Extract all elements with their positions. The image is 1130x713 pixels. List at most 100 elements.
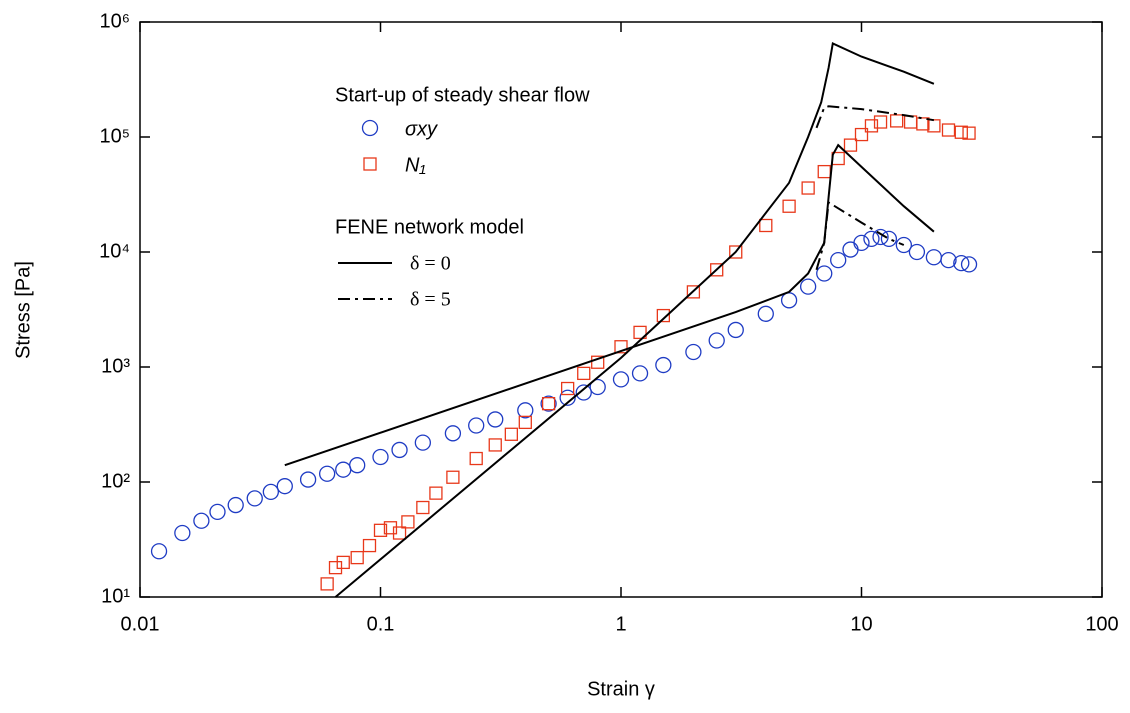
data-point (518, 415, 532, 430)
y-tick-label: 10² (101, 470, 130, 492)
data-point (710, 263, 724, 277)
data-point (817, 164, 831, 179)
data-point (799, 278, 817, 295)
data-point (372, 448, 389, 466)
data-point (685, 343, 702, 361)
x-tick-label: 10 (850, 613, 872, 635)
y-tick-label: 10⁴ (99, 240, 130, 262)
data-point (299, 471, 317, 488)
data-point (559, 389, 576, 406)
data-point (780, 292, 798, 309)
data-point (468, 417, 485, 434)
data-point (488, 438, 502, 452)
data-point (655, 356, 672, 374)
y-tick-label: 10⁵ (99, 125, 130, 147)
y-tick-label: 10³ (101, 355, 130, 377)
data-point (962, 126, 976, 140)
data-point (830, 251, 847, 269)
data-point (863, 230, 880, 248)
data-point (414, 434, 431, 451)
data-point (469, 451, 483, 466)
data-point (759, 218, 773, 233)
data-point (925, 249, 943, 266)
x-axis-label: Strain γ (587, 678, 655, 700)
model-curve (815, 200, 905, 271)
data-point (335, 461, 352, 478)
data-point (276, 478, 293, 495)
data-point (880, 230, 898, 248)
data-point (349, 457, 366, 474)
x-tick-label: 0.1 (367, 613, 395, 635)
data-point (782, 199, 796, 213)
data-point (727, 321, 744, 339)
data-point (262, 483, 279, 501)
data-point (383, 521, 398, 535)
data-point (916, 117, 930, 131)
data-point (575, 384, 592, 401)
legend-marker (363, 157, 377, 171)
model-curve (334, 42, 935, 598)
data-point (864, 119, 879, 133)
data-point (612, 371, 630, 388)
data-point (954, 125, 968, 139)
data-point (842, 241, 859, 258)
data-point (903, 115, 918, 129)
data-point (540, 395, 557, 412)
data-point (708, 332, 725, 349)
data-point (416, 500, 430, 515)
data-point (392, 526, 407, 540)
data-point (429, 486, 443, 500)
x-tick-label: 100 (1085, 613, 1118, 635)
data-point (889, 114, 904, 128)
data-point (446, 470, 460, 484)
data-point (487, 411, 504, 428)
data-point (174, 524, 191, 542)
legend-label: δ = 0 (410, 253, 451, 275)
data-point (246, 490, 263, 507)
data-point (854, 127, 869, 142)
data-point (227, 496, 244, 514)
plot-frame (139, 21, 1103, 598)
legend-marker (361, 119, 379, 137)
data-point (843, 138, 858, 152)
data-point (209, 503, 226, 521)
model-curve (815, 105, 935, 129)
legend-label: N₁ (405, 154, 426, 176)
data-point (517, 402, 534, 419)
data-point (318, 465, 336, 482)
data-point (577, 366, 591, 381)
data-point (193, 512, 210, 529)
data-point (960, 256, 978, 273)
data-point (729, 245, 743, 259)
data-point (940, 251, 957, 269)
data-point (941, 123, 956, 137)
data-point (908, 243, 926, 261)
data-point (895, 236, 912, 254)
model-curve (284, 143, 935, 467)
data-point (373, 523, 388, 537)
data-point (757, 305, 774, 322)
y-tick-label: 10⁶ (100, 10, 130, 32)
data-point (614, 340, 628, 354)
data-point (801, 181, 815, 195)
x-tick-label: 1 (615, 613, 626, 635)
data-point (853, 234, 870, 252)
data-point (336, 555, 350, 570)
data-point (504, 427, 518, 441)
data-point (631, 365, 649, 382)
data-point (953, 254, 970, 272)
data-point (633, 325, 647, 340)
x-tick-label: 0.01 (121, 613, 160, 635)
legend-label: δ = 5 (410, 289, 451, 311)
data-point (444, 425, 462, 442)
data-point (686, 285, 701, 299)
data-point (362, 538, 377, 553)
data-point (150, 543, 168, 560)
data-point (927, 119, 941, 133)
data-point (591, 355, 605, 369)
data-point (656, 308, 670, 323)
data-point (560, 381, 575, 396)
legend-title: Start-up of steady shear flow (335, 84, 590, 106)
data-point (589, 378, 606, 396)
